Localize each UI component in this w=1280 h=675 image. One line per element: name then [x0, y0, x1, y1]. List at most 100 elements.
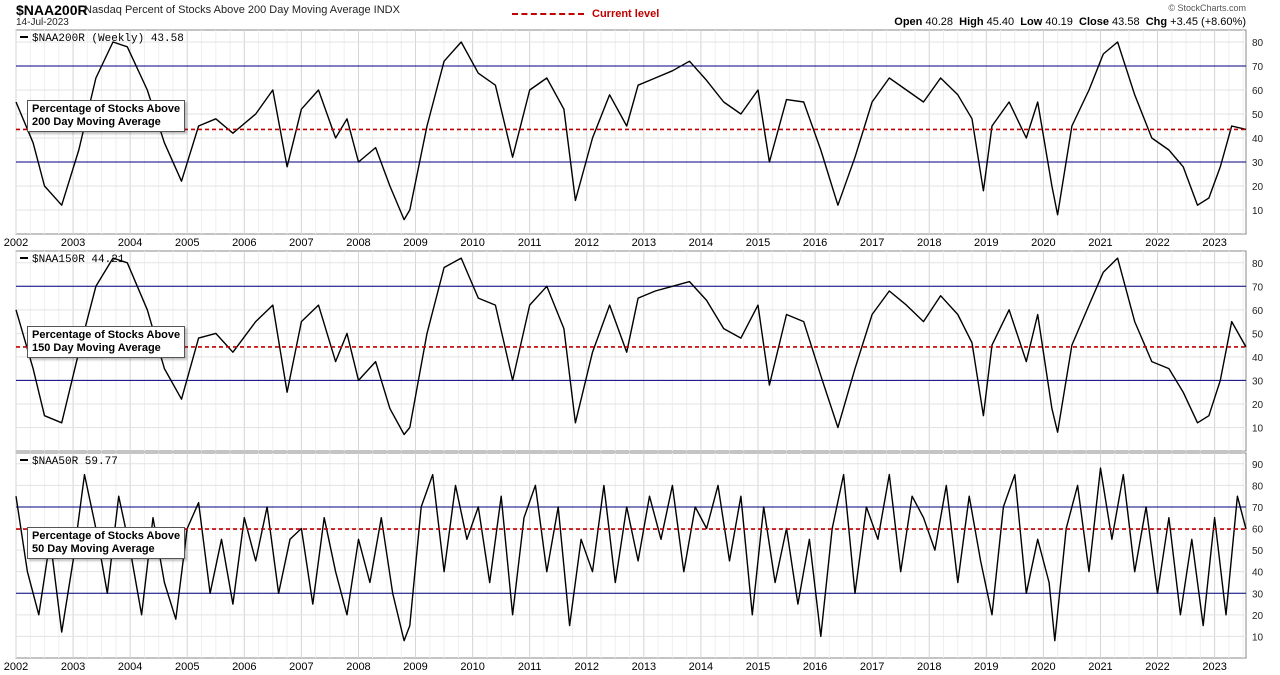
panel-1: 10 20 30 40 50 60 70 80 $NAA200R (Weekly) 43.58 2… — [4, 29, 1264, 249]
y-tick-label: 60 — [1252, 306, 1264, 317]
chart-date: 14-Jul-2023 — [16, 17, 69, 28]
panel-frame — [15, 29, 1247, 235]
y-tick-label: 80 — [1252, 38, 1264, 49]
y-tick-label: 40 — [1252, 134, 1264, 145]
ohlc-readout: Open 40.28 High 45.40 Low 40.19 Close 43… — [894, 16, 1246, 28]
y-tick-label: 40 — [1252, 353, 1264, 364]
x-tick-label: 2004 — [118, 661, 142, 673]
x-tick-label: 2009 — [403, 237, 427, 249]
y-tick-label: 80 — [1252, 481, 1264, 492]
panel-3: 10 20 30 40 50 60 70 80 90 $NAA50R 59.77 2002 2003 2… — [4, 452, 1264, 673]
y-tick-label: 60 — [1252, 86, 1264, 97]
close-label: Close — [1079, 16, 1109, 28]
y-tick-label: 60 — [1252, 525, 1264, 536]
x-tick-label: 2020 — [1031, 237, 1055, 249]
x-tick-label: 2017 — [860, 237, 884, 249]
x-tick-label: 2006 — [232, 237, 256, 249]
x-tick-label: 2013 — [632, 237, 656, 249]
chg-value: +3.45 (+8.60%) — [1170, 16, 1246, 28]
annotation-line: Percentage of Stocks Above — [32, 103, 181, 115]
panel-2: 10 20 30 40 50 60 70 80 $NAA150R 44.21 — [15, 250, 1264, 452]
x-tick-label: 2003 — [61, 237, 85, 249]
x-tick-label: 2021 — [1088, 661, 1112, 673]
series-label: $NAA200R (Weekly) 43.58 — [32, 33, 184, 45]
x-tick-label: 2018 — [917, 661, 941, 673]
high-value: 45.40 — [986, 16, 1015, 28]
open-label: Open — [894, 16, 923, 28]
x-tick-label: 2010 — [460, 237, 484, 249]
x-tick-label: 2018 — [917, 237, 941, 249]
x-tick-label: 2008 — [346, 661, 370, 673]
annotation-line: Percentage of Stocks Above — [32, 329, 181, 341]
x-tick-label: 2015 — [746, 661, 770, 673]
y-tick-label: 50 — [1252, 329, 1264, 340]
x-tick-label: 2020 — [1031, 661, 1055, 673]
x-tick-label: 2019 — [974, 661, 998, 673]
series-line — [15, 467, 1247, 642]
x-tick-label: 2008 — [346, 237, 370, 249]
panel-frame — [15, 250, 1247, 452]
x-tick-label: 2014 — [689, 237, 713, 249]
x-tick-label: 2003 — [61, 661, 85, 673]
x-tick-label: 2002 — [4, 237, 28, 249]
series-label: $NAA50R 59.77 — [32, 456, 118, 468]
x-tick-label: 2019 — [974, 237, 998, 249]
x-tick-label: 2006 — [232, 661, 256, 673]
copyright[interactable]: © StockCharts.com — [1168, 3, 1246, 13]
x-tick-label: 2014 — [689, 661, 713, 673]
x-tick-label: 2016 — [803, 237, 827, 249]
open-value: 40.28 — [925, 16, 953, 28]
chart-header: $NAA200R Nasdaq Percent of Stocks Above … — [0, 0, 1280, 30]
panel-annotation: Percentage of Stocks Above 150 Day Moving… — [27, 326, 186, 358]
x-tick-label: 2022 — [1145, 237, 1169, 249]
symbol-title: $NAA200R — [16, 2, 88, 18]
y-tick-label: 50 — [1252, 546, 1264, 557]
y-tick-label: 20 — [1252, 611, 1264, 622]
x-tick-label: 2007 — [289, 237, 313, 249]
panel-frame — [15, 452, 1247, 659]
low-label: Low — [1020, 16, 1043, 28]
series-label: $NAA150R 44.21 — [32, 254, 125, 266]
x-tick-label: 2017 — [860, 661, 884, 673]
x-tick-label: 2011 — [518, 237, 542, 249]
annotation-line: Percentage of Stocks Above — [32, 530, 181, 542]
x-tick-label: 2013 — [632, 661, 656, 673]
current-level-legend-label: Current level — [592, 8, 660, 20]
y-tick-label: 90 — [1252, 460, 1264, 471]
high-label: High — [959, 16, 984, 28]
x-tick-label: 2010 — [460, 661, 484, 673]
x-tick-label: 2005 — [175, 237, 199, 249]
current-level-swatch — [512, 13, 584, 15]
y-tick-label: 20 — [1252, 400, 1264, 411]
x-tick-label: 2004 — [118, 237, 142, 249]
y-tick-label: 80 — [1252, 259, 1264, 270]
symbol-description: Nasdaq Percent of Stocks Above 200 Day M… — [84, 4, 400, 16]
x-tick-label: 2005 — [175, 661, 199, 673]
y-tick-label: 40 — [1252, 568, 1264, 579]
annotation-line: 50 Day Moving Average — [32, 543, 155, 555]
x-tick-label: 2012 — [575, 661, 599, 673]
x-tick-label: 2023 — [1202, 661, 1226, 673]
x-tick-label: 2007 — [289, 661, 313, 673]
x-tick-label: 2022 — [1145, 661, 1169, 673]
close-value: 43.58 — [1112, 16, 1140, 28]
x-tick-label: 2015 — [746, 237, 770, 249]
y-tick-label: 30 — [1252, 158, 1264, 169]
y-tick-label: 20 — [1252, 182, 1264, 193]
x-tick-label: 2011 — [518, 661, 542, 673]
annotation-line: 200 Day Moving Average — [32, 116, 161, 128]
x-tick-label: 2012 — [575, 237, 599, 249]
panel-annotation: Percentage of Stocks Above 50 Day Moving … — [27, 527, 186, 559]
y-tick-label: 70 — [1252, 282, 1264, 293]
y-tick-label: 70 — [1252, 503, 1264, 514]
y-tick-label: 10 — [1252, 423, 1264, 434]
x-tick-label: 2021 — [1088, 237, 1112, 249]
y-tick-label: 30 — [1252, 589, 1264, 600]
panel-annotation: Percentage of Stocks Above 200 Day Moving… — [27, 100, 186, 132]
y-tick-label: 70 — [1252, 62, 1264, 73]
x-tick-label: 2002 — [4, 661, 28, 673]
y-tick-label: 50 — [1252, 110, 1264, 121]
current-level-legend: Current level — [512, 8, 659, 20]
annotation-line: 150 Day Moving Average — [32, 342, 161, 354]
